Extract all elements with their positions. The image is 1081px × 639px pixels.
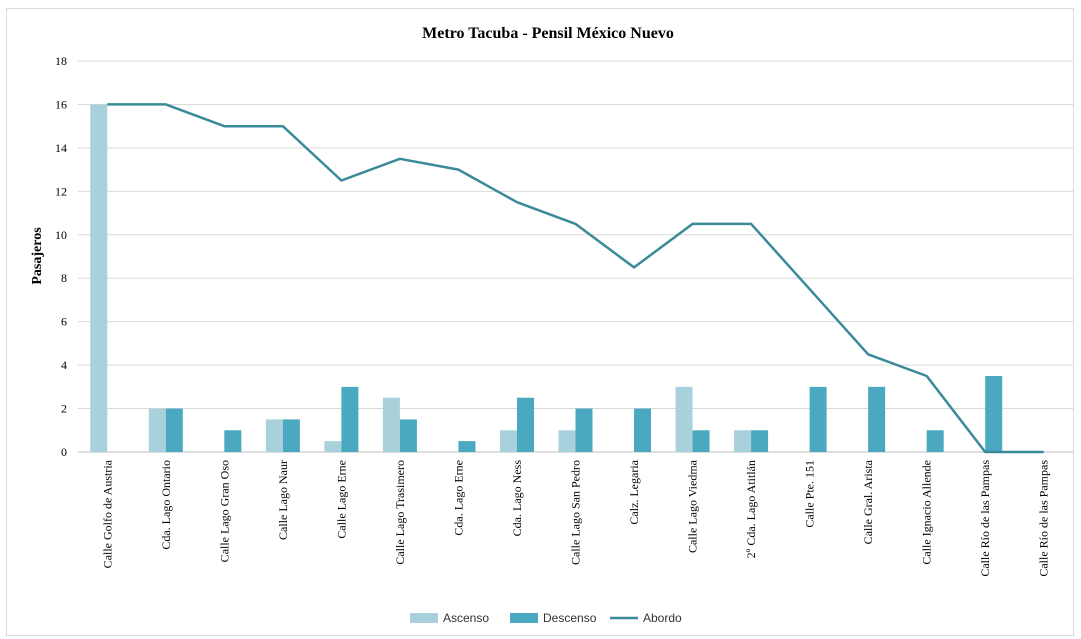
bar-descenso <box>692 430 710 452</box>
y-tick-label: 18 <box>55 54 67 68</box>
x-category-label: Calle Lago Trasimero <box>393 460 407 565</box>
x-category-label: Calle Lago Gran Oso <box>217 460 231 562</box>
bar-descenso <box>809 386 827 452</box>
bar-ascenso <box>265 419 283 452</box>
bar-descenso <box>282 419 300 452</box>
bar-ascenso <box>558 430 576 452</box>
y-tick-label: 6 <box>61 315 67 329</box>
chart-title: Metro Tacuba - Pensil México Nuevo <box>422 25 674 42</box>
x-category-label: Calle Lago San Pedro <box>569 460 583 565</box>
y-tick-label: 10 <box>55 228 67 242</box>
bar-descenso <box>341 386 359 452</box>
x-category-label: Cda. Lago Ontario <box>159 460 173 550</box>
y-tick-label: 8 <box>61 271 67 285</box>
legend-label-abordo: Abordo <box>643 611 682 625</box>
bar-descenso <box>926 430 944 452</box>
bar-ascenso <box>675 386 693 452</box>
bar-descenso <box>165 408 183 452</box>
bar-ascenso <box>734 430 752 452</box>
legend-label-descenso: Descenso <box>543 611 597 625</box>
legend: Ascenso Descenso Abordo <box>410 611 682 625</box>
x-category-label: Calle Gral. Arista <box>861 459 875 544</box>
bar-descenso <box>575 408 593 452</box>
bar-descenso <box>458 441 476 452</box>
gridlines <box>78 60 1073 453</box>
x-category-label: Calle Río de las Pampas <box>1037 460 1051 577</box>
y-tick-labels: 0 2 4 6 8 10 12 14 16 18 <box>55 54 67 459</box>
x-category-label: Calle Ignacio Allende <box>920 460 934 565</box>
legend-swatch-ascenso <box>410 613 438 623</box>
y-tick-label: 2 <box>61 402 67 416</box>
y-tick-label: 16 <box>55 97 67 111</box>
bar-ascenso <box>324 441 342 452</box>
line-abordo <box>107 103 1044 454</box>
bars <box>90 104 1003 452</box>
x-category-label: Calle Lago Naur <box>276 460 290 540</box>
x-category-label: Calle Lago Erne <box>334 460 348 539</box>
x-category-labels: Calle Golfo de Austria Cda. Lago Ontario C… <box>100 459 1050 576</box>
bar-descenso <box>868 386 886 452</box>
x-category-label: Calle Pte. 151 <box>803 460 817 528</box>
x-category-label: Calz. Legaria <box>627 459 641 524</box>
bar-descenso <box>985 375 1003 452</box>
bar-ascenso <box>382 397 400 452</box>
bar-ascenso <box>90 104 108 452</box>
bar-ascenso <box>499 430 517 452</box>
x-category-label: Calle Golfo de Austria <box>100 459 114 568</box>
y-tick-label: 4 <box>61 358 67 372</box>
line-series <box>107 103 1044 454</box>
y-tick-label: 12 <box>55 184 67 198</box>
bar-descenso <box>751 430 769 452</box>
bar-descenso <box>399 419 417 452</box>
y-tick-label: 14 <box>55 141 67 155</box>
x-category-label: Cda. Lago Erne <box>451 460 465 536</box>
legend-label-ascenso: Ascenso <box>443 611 489 625</box>
bar-descenso <box>516 397 534 452</box>
legend-swatch-descenso <box>510 613 538 623</box>
bar-descenso <box>634 408 652 452</box>
x-category-label: 2º Cda. Lago Atitlán <box>744 460 758 558</box>
bar-ascenso <box>148 408 166 452</box>
y-tick-label: 0 <box>61 445 67 459</box>
x-category-label: Cda. Lago Ness <box>510 460 524 537</box>
x-category-label: Calle Río de las Pampas <box>978 460 992 577</box>
x-category-label: Calle Lago Viedma <box>686 459 700 553</box>
bar-descenso <box>224 430 242 452</box>
y-axis-label: Pasajeros <box>30 227 45 285</box>
